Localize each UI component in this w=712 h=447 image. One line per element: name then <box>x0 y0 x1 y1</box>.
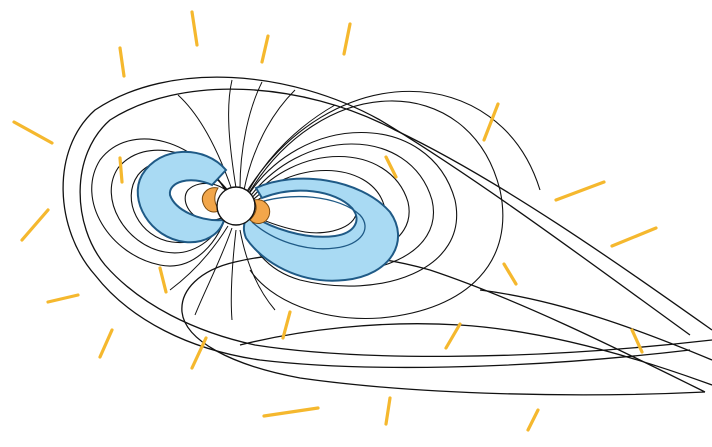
particle-streak <box>384 155 398 179</box>
particle-streak <box>502 262 518 286</box>
boundary-line-3 <box>181 253 706 396</box>
particle-streak <box>190 336 208 370</box>
nightside-field-lines <box>243 90 541 320</box>
particle-streak <box>260 34 270 64</box>
polar-line-1 <box>228 79 237 189</box>
particle-streak <box>610 226 658 248</box>
particle-streak <box>190 10 199 47</box>
particle-streak <box>281 310 292 340</box>
polar-line-8 <box>230 229 237 321</box>
polar-line-9 <box>239 229 276 311</box>
polar-line-6 <box>169 225 229 291</box>
inner-belt-left <box>201 187 221 213</box>
tail-line-1 <box>239 323 712 386</box>
polar-line-7 <box>194 227 233 316</box>
nightside-loop-7 <box>243 90 541 197</box>
particle-streak <box>526 408 540 432</box>
nightside-loop-1 <box>244 132 458 287</box>
outer-boundary-line <box>62 76 691 369</box>
tail-line-2 <box>479 289 712 361</box>
particle-streak <box>444 322 462 350</box>
polar-field-lines <box>169 79 336 321</box>
inner-belt-right <box>249 199 271 224</box>
particle-streak <box>482 102 500 142</box>
particle-streak <box>630 328 644 354</box>
particle-streak <box>262 406 320 418</box>
solar-wind-particles <box>12 10 658 432</box>
polar-line-2 <box>239 81 263 189</box>
particle-streak <box>46 293 80 304</box>
magnetosphere-boundary <box>62 76 712 396</box>
outer-radiation-belt <box>136 150 400 282</box>
particle-streak <box>554 180 606 202</box>
planet-icon <box>216 186 256 226</box>
belt-night-side <box>242 177 400 282</box>
particle-streak <box>384 396 392 426</box>
polar-line-3 <box>243 89 296 191</box>
particle-streak <box>98 328 114 359</box>
particle-streak <box>118 46 126 78</box>
boundary-line-2 <box>79 88 712 358</box>
belt-night-inner-line <box>251 195 366 250</box>
particle-streak <box>20 208 50 242</box>
particle-streak <box>342 22 352 56</box>
inner-radiation-belt <box>201 187 271 224</box>
polar-line-5 <box>247 104 336 193</box>
belt-day-side <box>136 150 228 244</box>
nightside-loop-6 <box>245 100 504 320</box>
dayside-loop-1 <box>91 138 229 267</box>
particle-streak <box>12 120 54 145</box>
polar-line-4 <box>177 94 233 191</box>
particle-streak <box>118 156 124 184</box>
particle-streak <box>158 266 168 294</box>
